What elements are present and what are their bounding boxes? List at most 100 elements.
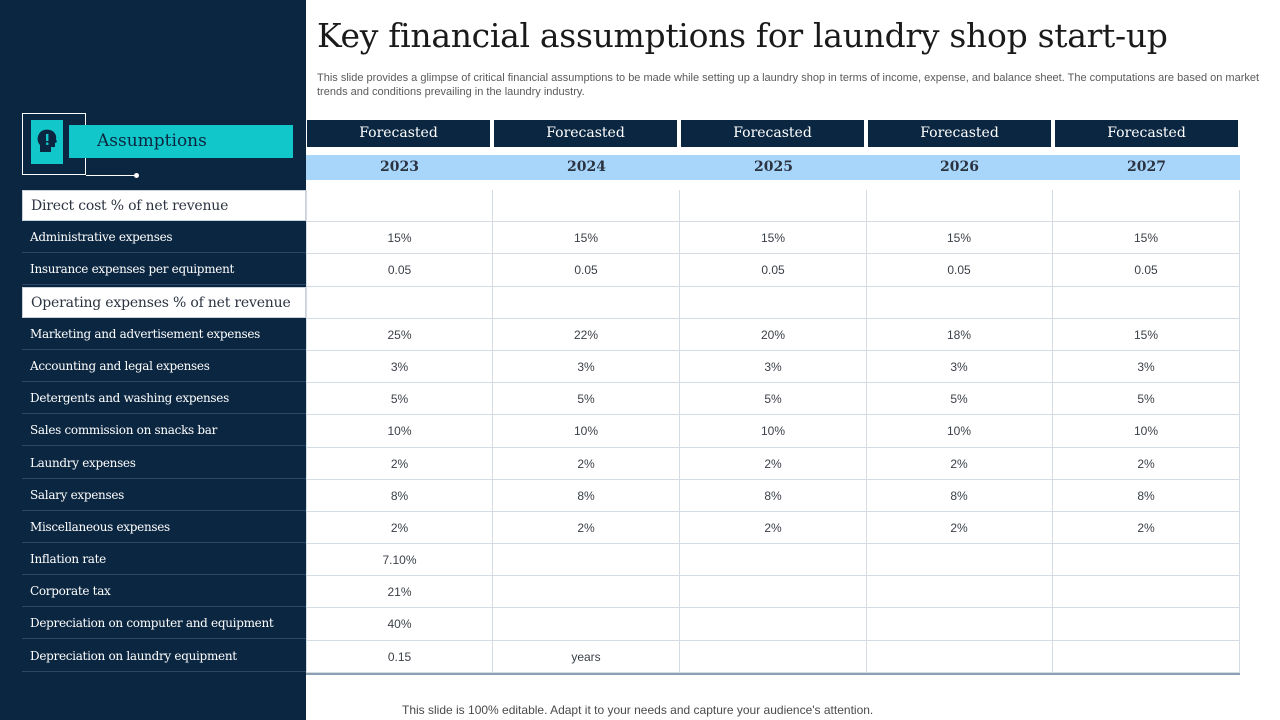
table-cell: 3% bbox=[1053, 350, 1240, 384]
row-label: Miscellaneous expenses bbox=[22, 511, 306, 543]
page-subtitle: This slide provides a glimpse of critica… bbox=[317, 72, 1260, 98]
table-cell bbox=[866, 544, 1053, 577]
table-row: Depreciation on computer and equipment 40… bbox=[22, 608, 1240, 641]
table-cell bbox=[680, 544, 867, 577]
table-cell bbox=[866, 608, 1053, 641]
row-label: Salary expenses bbox=[22, 479, 306, 511]
table-cell: 0.05 bbox=[306, 254, 493, 287]
table-cell bbox=[493, 608, 680, 641]
table-cell bbox=[680, 190, 867, 223]
table-grid bbox=[306, 190, 1240, 675]
table-cell: 0.05 bbox=[493, 254, 680, 287]
row-label: Accounting and legal expenses bbox=[22, 350, 306, 382]
table-cell: 22% bbox=[493, 318, 680, 351]
table-cell: 5% bbox=[306, 383, 493, 416]
table-cell: 2% bbox=[1053, 447, 1240, 480]
table-cell: 8% bbox=[1053, 479, 1240, 512]
table-row: Administrative expenses 15% 15% 15% 15% 15% bbox=[22, 222, 1240, 255]
table-cell: 18% bbox=[866, 318, 1053, 351]
table-cell: 15% bbox=[680, 222, 867, 255]
table-cell: 2% bbox=[493, 447, 680, 480]
table-cell bbox=[493, 190, 680, 223]
section-label: Direct cost % of net revenue bbox=[22, 190, 306, 221]
table-cell bbox=[866, 190, 1053, 223]
table-cell: 15% bbox=[306, 222, 493, 255]
row-label: Marketing and advertisement expenses bbox=[22, 318, 306, 350]
row-label: Depreciation on computer and equipment bbox=[22, 608, 306, 640]
table-row: Miscellaneous expenses 2% 2% 2% 2% 2% bbox=[22, 511, 1240, 545]
table-cell bbox=[306, 190, 493, 223]
row-label: Detergents and washing expenses bbox=[22, 383, 306, 415]
table-cell: 5% bbox=[493, 383, 680, 416]
table-cell: 10% bbox=[493, 415, 680, 448]
table-row: Detergents and washing expenses 5% 5% 5% 5% 5… bbox=[22, 383, 1240, 416]
table-cell: 10% bbox=[1053, 415, 1240, 448]
table-cell: 21% bbox=[306, 576, 493, 609]
table-cell bbox=[1053, 608, 1240, 641]
table-cell: 15% bbox=[1053, 318, 1240, 351]
table-cell: 5% bbox=[1053, 383, 1240, 416]
table-cell: years bbox=[493, 640, 680, 673]
table-cell: 2% bbox=[306, 511, 493, 545]
table-cell: 8% bbox=[680, 479, 867, 512]
table-cell: 3% bbox=[493, 350, 680, 384]
row-label: Sales commission on snacks bar bbox=[22, 415, 306, 447]
head-exclamation-icon bbox=[31, 120, 63, 164]
table-cell: 3% bbox=[306, 350, 493, 384]
year-header-2024: 2024 bbox=[567, 159, 606, 175]
forecast-header-4: Forecasted bbox=[1055, 120, 1238, 147]
assumptions-label: Assumptions bbox=[97, 131, 207, 151]
table-cell: 2% bbox=[1053, 511, 1240, 545]
assumptions-connector bbox=[86, 175, 136, 176]
table-cell bbox=[493, 286, 680, 319]
table-cell: 0.05 bbox=[866, 254, 1053, 287]
table-cell: 2% bbox=[493, 511, 680, 545]
row-label: Insurance expenses per equipment bbox=[22, 254, 306, 286]
table-cell bbox=[1053, 190, 1240, 223]
year-header-2025: 2025 bbox=[754, 159, 793, 175]
table-cell bbox=[680, 286, 867, 319]
table-cell: 20% bbox=[680, 318, 867, 351]
section-row: Operating expenses % of net revenue bbox=[22, 286, 1240, 319]
table-cell: 0.05 bbox=[1053, 254, 1240, 287]
table-cell bbox=[1053, 286, 1240, 319]
table-cell: 2% bbox=[306, 447, 493, 480]
table-cell: 10% bbox=[306, 415, 493, 448]
table-cell: 7.10% bbox=[306, 544, 493, 577]
footer-note: This slide is 100% editable. Adapt it to… bbox=[402, 703, 874, 717]
section-row: Direct cost % of net revenue bbox=[22, 190, 1240, 223]
table-row: Laundry expenses 2% 2% 2% 2% 2% bbox=[22, 447, 1240, 480]
table-cell bbox=[680, 640, 867, 673]
table-cell bbox=[1053, 640, 1240, 673]
year-header-2023: 2023 bbox=[380, 159, 419, 175]
table-cell: 25% bbox=[306, 318, 493, 351]
table-cell: 8% bbox=[866, 479, 1053, 512]
table-cell: 8% bbox=[493, 479, 680, 512]
year-header-strip bbox=[306, 155, 1240, 180]
table-cell: 10% bbox=[866, 415, 1053, 448]
table-cell: 3% bbox=[680, 350, 867, 384]
table-cell: 2% bbox=[680, 447, 867, 480]
table-cell: 0.05 bbox=[680, 254, 867, 287]
table-cell bbox=[680, 576, 867, 609]
forecast-header-1: Forecasted bbox=[494, 120, 677, 147]
row-label: Laundry expenses bbox=[22, 447, 306, 479]
table-cell: 10% bbox=[680, 415, 867, 448]
row-label: Inflation rate bbox=[22, 544, 306, 576]
table-row: Corporate tax 21% bbox=[22, 576, 1240, 609]
year-header-2027: 2027 bbox=[1127, 159, 1166, 175]
row-label: Depreciation on laundry equipment bbox=[22, 640, 306, 672]
table-cell: 15% bbox=[1053, 222, 1240, 255]
table-cell: 5% bbox=[680, 383, 867, 416]
table-cell: 15% bbox=[493, 222, 680, 255]
table-row: Accounting and legal expenses 3% 3% 3% 3% 3% bbox=[22, 350, 1240, 384]
table-cell bbox=[493, 576, 680, 609]
table-cell bbox=[866, 576, 1053, 609]
section-label: Operating expenses % of net revenue bbox=[22, 286, 306, 318]
assumptions-table: Direct cost % of net revenue Administrati… bbox=[22, 190, 1240, 673]
table-row: Depreciation on laundry equipment 0.15 yea… bbox=[22, 640, 1240, 673]
table-cell: 2% bbox=[680, 511, 867, 545]
table-cell: 3% bbox=[866, 350, 1053, 384]
table-cell bbox=[1053, 544, 1240, 577]
table-cell: 8% bbox=[306, 479, 493, 512]
